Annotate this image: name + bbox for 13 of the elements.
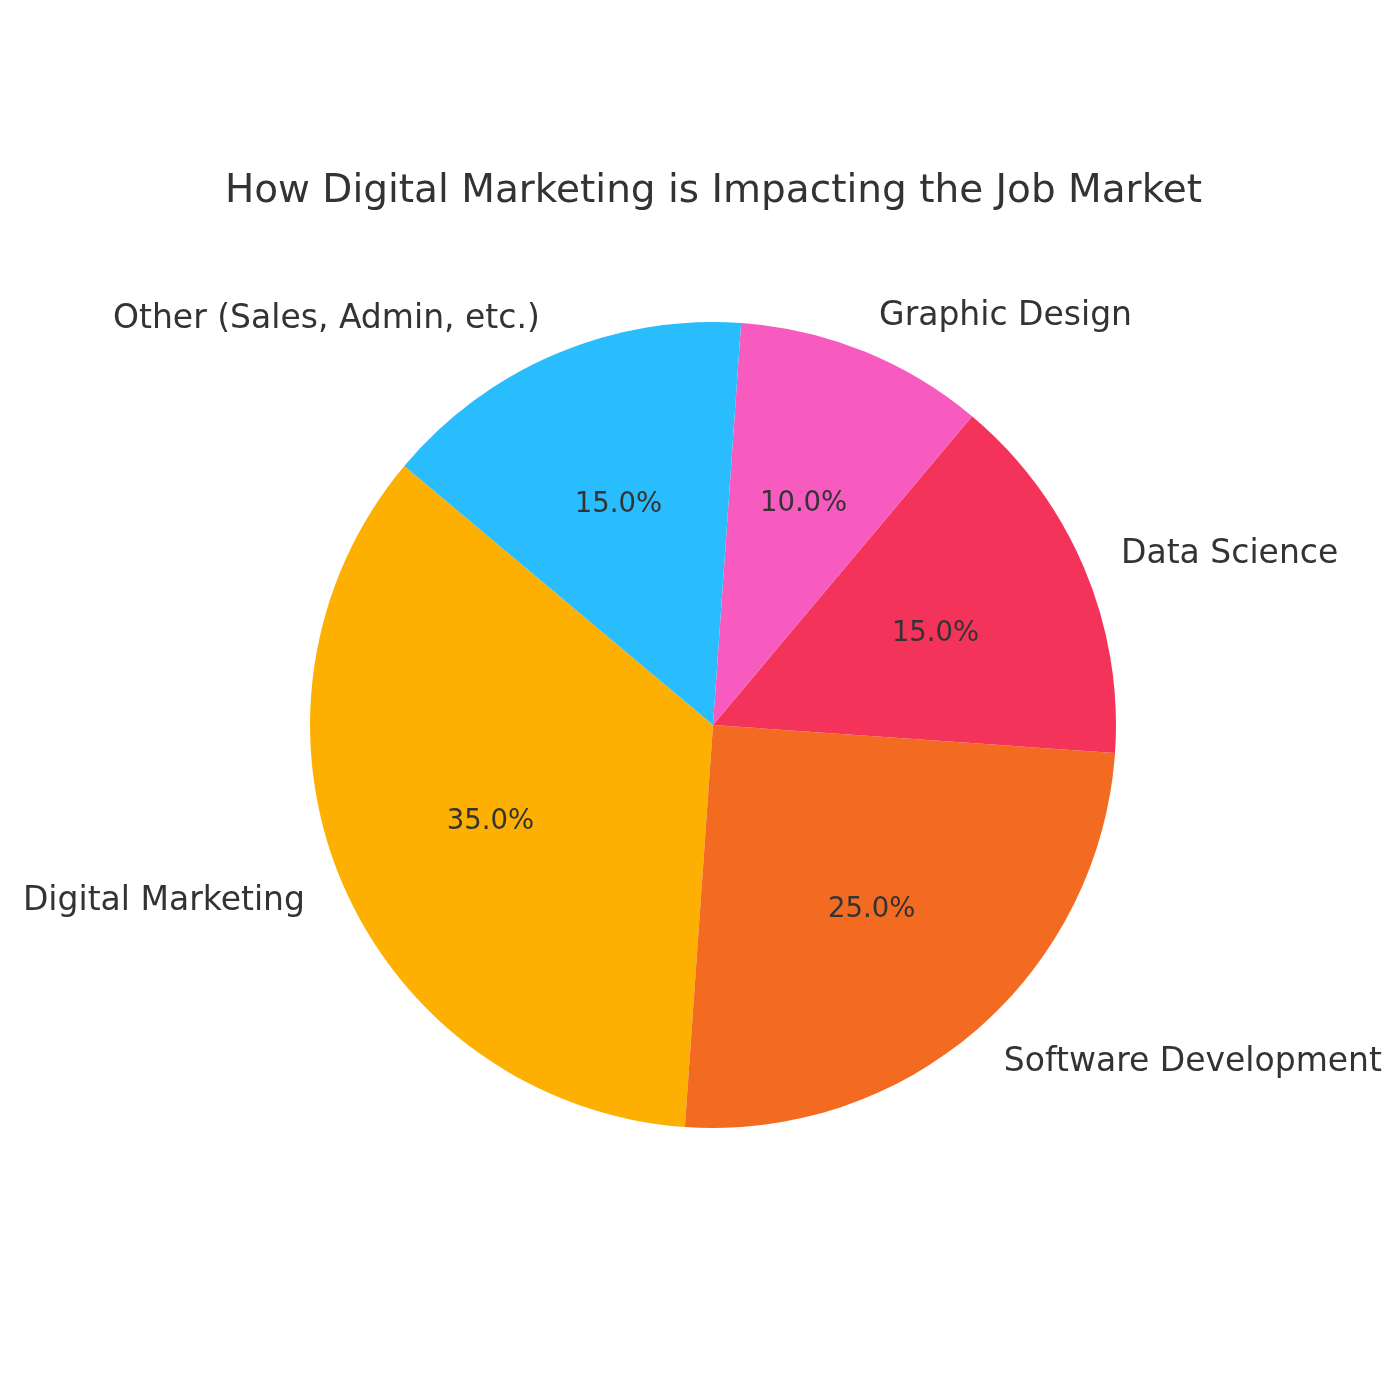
chart-title: How Digital Marketing is Impacting the Job Market [223,165,1204,213]
slice-label: Digital Marketing [22,878,305,918]
slice-label: Software Development [1003,1040,1383,1080]
data-label: 10.0% [759,484,848,517]
data-label: 25.0% [827,891,916,924]
data-label: 15.0% [891,614,980,647]
data-label: 35.0% [446,803,535,836]
slice-label: Other (Sales, Admin, etc.) [113,297,540,337]
slice-label: Data Science [1121,532,1339,572]
pie-slice [713,416,1116,754]
slice-label: Graphic Design [879,294,1133,334]
data-label: 15.0% [574,486,663,519]
pie-slice [310,465,713,1128]
